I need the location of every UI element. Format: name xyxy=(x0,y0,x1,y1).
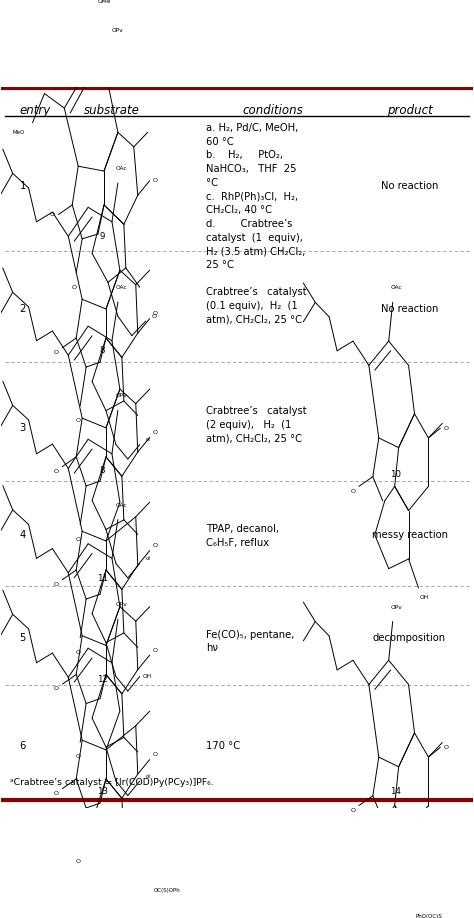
Text: OH: OH xyxy=(420,595,429,600)
Text: O: O xyxy=(152,314,156,319)
Text: (0.1 equiv),  H₂  (1: (0.1 equiv), H₂ (1 xyxy=(206,301,298,311)
Text: catalyst  (1  equiv),: catalyst (1 equiv), xyxy=(206,232,303,242)
Text: OPv: OPv xyxy=(116,602,128,607)
Text: O: O xyxy=(54,350,59,355)
Text: O: O xyxy=(72,285,77,290)
Text: O: O xyxy=(76,858,81,864)
Text: entry: entry xyxy=(19,104,51,117)
Text: OC(S)OPh: OC(S)OPh xyxy=(154,888,181,893)
Text: NaHCO₃,   THF  25: NaHCO₃, THF 25 xyxy=(206,164,297,174)
Text: CH₂Cl₂, 40 °C: CH₂Cl₂, 40 °C xyxy=(206,206,272,215)
Text: No reaction: No reaction xyxy=(381,304,438,314)
Text: 13: 13 xyxy=(97,787,108,796)
Text: MeO: MeO xyxy=(12,129,25,135)
Text: OAc: OAc xyxy=(116,502,128,508)
Text: ol: ol xyxy=(146,437,151,442)
Text: H₂ (3.5 atm) CH₂Cl₂,: H₂ (3.5 atm) CH₂Cl₂, xyxy=(206,246,306,256)
Text: 8: 8 xyxy=(100,465,105,475)
Text: O: O xyxy=(54,687,59,691)
Text: ol: ol xyxy=(146,774,151,778)
Text: OAc: OAc xyxy=(391,285,402,290)
Text: O: O xyxy=(54,582,59,587)
Text: d.        Crabtree’s: d. Crabtree’s xyxy=(206,218,292,229)
Text: O: O xyxy=(76,755,81,759)
Text: O: O xyxy=(76,650,81,655)
Text: O: O xyxy=(54,791,59,796)
Text: O: O xyxy=(153,543,158,548)
Text: (2 equiv),   H₂  (1: (2 equiv), H₂ (1 xyxy=(206,420,292,430)
Text: No reaction: No reaction xyxy=(381,182,438,192)
Text: O: O xyxy=(54,469,59,474)
Text: Crabtree’s   catalyst: Crabtree’s catalyst xyxy=(206,407,307,416)
Text: b.    H₂,     PtO₂,: b. H₂, PtO₂, xyxy=(206,151,283,161)
Text: C₆H₅F, reflux: C₆H₅F, reflux xyxy=(206,538,269,548)
Text: O: O xyxy=(350,488,356,494)
Text: hν: hν xyxy=(206,644,219,654)
Text: 9: 9 xyxy=(100,232,105,241)
Text: atm), CH₂Cl₂, 25 °C: atm), CH₂Cl₂, 25 °C xyxy=(206,315,302,325)
Text: 25 °C: 25 °C xyxy=(206,260,234,270)
Text: OMe: OMe xyxy=(97,0,111,4)
Text: O: O xyxy=(76,418,81,423)
Text: PhO(OC)S: PhO(OC)S xyxy=(415,914,442,918)
Text: product: product xyxy=(387,104,432,117)
Text: 1: 1 xyxy=(19,182,26,192)
Text: Crabtree’s   catalyst: Crabtree’s catalyst xyxy=(206,287,307,297)
Text: O: O xyxy=(444,426,449,431)
Text: OH: OH xyxy=(143,674,152,679)
Text: 8: 8 xyxy=(100,345,105,354)
Text: substrate: substrate xyxy=(84,104,140,117)
Text: OPv: OPv xyxy=(112,28,124,33)
Text: O: O xyxy=(50,212,55,218)
Text: O: O xyxy=(153,752,158,757)
Text: O: O xyxy=(153,178,158,184)
Text: TPAP, decanol,: TPAP, decanol, xyxy=(206,524,279,534)
Text: 14: 14 xyxy=(390,787,401,796)
Text: 4: 4 xyxy=(19,531,26,540)
Text: OAc: OAc xyxy=(116,285,128,290)
Text: a. H₂, Pd/C, MeOH,: a. H₂, Pd/C, MeOH, xyxy=(206,123,299,133)
Text: OPv: OPv xyxy=(116,393,128,398)
Text: OAc: OAc xyxy=(116,166,128,171)
Text: 10: 10 xyxy=(390,470,401,479)
Text: 11: 11 xyxy=(97,574,108,583)
Text: O: O xyxy=(444,744,449,750)
Text: c.  RhP(Ph)₃Cl,  H₂,: c. RhP(Ph)₃Cl, H₂, xyxy=(206,192,299,202)
Text: 60 °C: 60 °C xyxy=(206,137,234,147)
Text: O: O xyxy=(350,808,356,812)
Text: 170 °C: 170 °C xyxy=(206,741,240,751)
Text: ol: ol xyxy=(146,556,151,561)
Text: 5: 5 xyxy=(19,633,26,643)
Text: 2: 2 xyxy=(19,304,26,314)
Text: conditions: conditions xyxy=(242,104,303,117)
Text: 6: 6 xyxy=(19,742,26,751)
Text: O: O xyxy=(153,311,158,317)
Text: ᵃCrabtree’s catalyst = [Ir(COD)Py(PCy₃)]PF₆.: ᵃCrabtree’s catalyst = [Ir(COD)Py(PCy₃)]… xyxy=(10,778,214,787)
Text: decomposition: decomposition xyxy=(373,633,446,643)
Text: O: O xyxy=(153,431,158,435)
Text: °C: °C xyxy=(206,178,219,188)
Text: Fe(CO)₅, pentane,: Fe(CO)₅, pentane, xyxy=(206,630,295,640)
Text: atm), CH₂Cl₂, 25 °C: atm), CH₂Cl₂, 25 °C xyxy=(206,433,302,443)
Text: O: O xyxy=(76,537,81,542)
Text: messy reaction: messy reaction xyxy=(372,531,447,540)
Text: OPv: OPv xyxy=(391,605,402,610)
Text: 3: 3 xyxy=(19,423,26,433)
Text: 12: 12 xyxy=(97,675,108,684)
Text: O: O xyxy=(153,648,158,653)
